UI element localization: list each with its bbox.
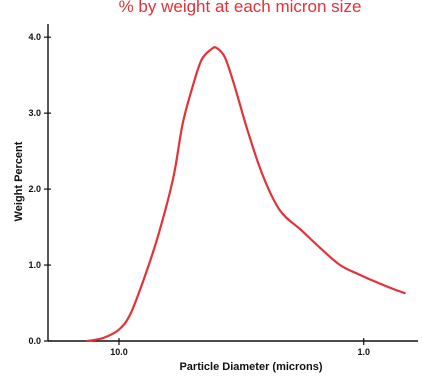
y-tick-label: 4.0	[28, 32, 41, 42]
axes	[47, 24, 418, 342]
x-ticks: 10.0 1.0	[110, 338, 370, 357]
x-tick-label: 1.0	[357, 347, 370, 357]
series-group	[86, 46, 406, 343]
x-axis-label: Particle Diameter (microns)	[179, 361, 322, 373]
y-tick-label: 3.0	[28, 108, 41, 118]
y-tick-label: 2.0	[28, 184, 41, 194]
y-axis-label: Weight Percent	[13, 141, 25, 221]
x-tick-label: 10.0	[110, 347, 128, 357]
y-ticks: 0.0 1.0 2.0 3.0 4.0	[28, 32, 51, 346]
y-tick-label: 1.0	[28, 260, 41, 270]
y-tick-label: 0.0	[28, 336, 41, 346]
chart-title: % by weight at each micron size	[119, 0, 362, 16]
series-line-0	[86, 46, 406, 343]
